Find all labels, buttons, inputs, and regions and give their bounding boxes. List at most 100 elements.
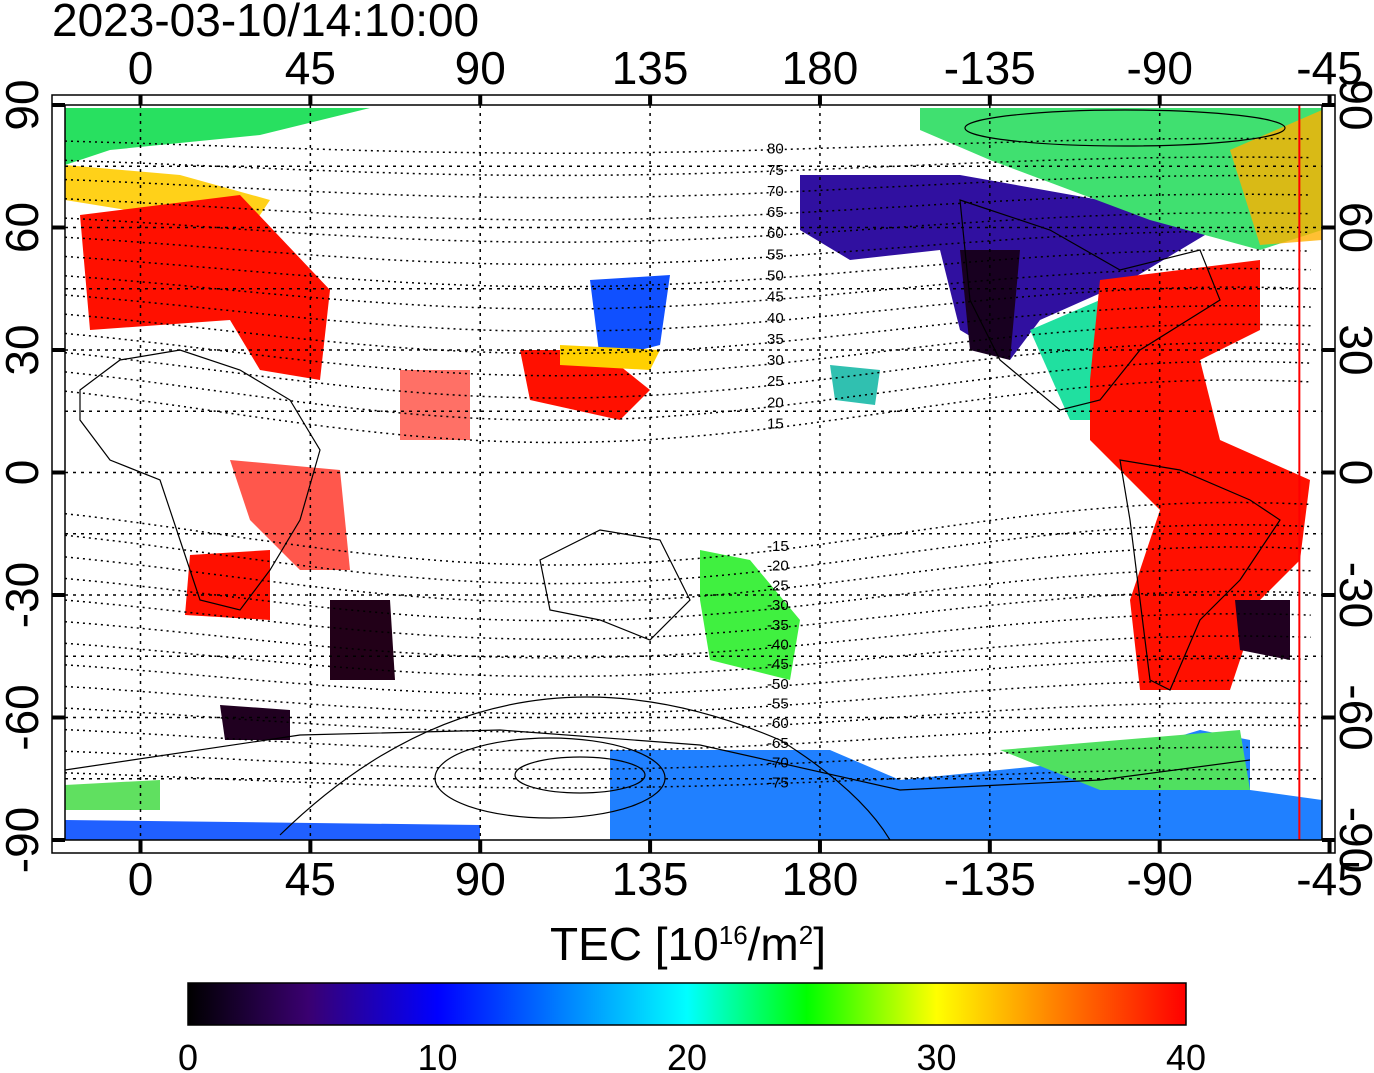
magnetic-latitude-contour <box>65 501 1311 566</box>
frame-tick <box>987 840 992 853</box>
frame-tick <box>308 95 313 105</box>
magnetic-latitude-contour <box>65 174 1311 199</box>
lon-tick-label-top: 45 <box>285 42 336 94</box>
colorbar-label-unit: /m <box>748 918 799 970</box>
magnetic-latitude-label: 45 <box>767 289 784 306</box>
frame-tick <box>817 95 822 105</box>
magnetic-latitude-label: 30 <box>767 352 784 369</box>
frame-tick <box>138 95 143 105</box>
magnetic-latitude-label: -15 <box>767 538 789 555</box>
lat-tick-label-right: -30 <box>1330 562 1374 628</box>
frame-tick <box>817 840 822 853</box>
magnetic-latitude-contour <box>65 286 1311 332</box>
frame-tick <box>987 95 992 105</box>
frame-tick <box>1327 95 1332 105</box>
magnetic-latitude-label: 70 <box>767 183 784 200</box>
colorbar <box>187 982 1187 1026</box>
frame-tick <box>1322 838 1335 842</box>
magnetic-latitude-label: 40 <box>767 310 784 327</box>
magnetic-latitude-label: 25 <box>767 373 784 390</box>
frame-tick <box>1327 840 1332 853</box>
south-pole-contour-outer <box>434 737 666 819</box>
frame-tick <box>1322 715 1335 720</box>
magnetic-latitude-contour <box>65 590 1311 641</box>
magnetic-latitude-label: -25 <box>767 577 789 594</box>
magnetic-latitude-contour <box>65 230 1311 266</box>
magnetic-latitude-contour <box>65 360 1311 421</box>
magnetic-latitude-label: 60 <box>767 225 784 242</box>
magnetic-latitude-contour <box>65 568 1311 622</box>
colorbar-label-main: TEC [10 <box>550 918 719 970</box>
lon-axis-bottom: 0 45 90 135 180 -135 -90 -45 <box>128 853 1363 905</box>
magnetic-latitude-contour <box>65 746 1311 771</box>
magnetic-latitude-contour <box>65 768 1311 789</box>
magnetic-latitude-label: -35 <box>767 617 789 634</box>
magnetic-latitude-contour <box>65 657 1311 696</box>
lon-tick-label-top: -90 <box>1126 42 1192 94</box>
lat-tick-label-right: 30 <box>1330 324 1374 375</box>
magnetic-latitude-contour <box>65 546 1311 603</box>
frame-tick <box>1322 593 1335 597</box>
lat-tick-label-right: 90 <box>1330 79 1374 130</box>
frame-tick <box>1322 470 1335 475</box>
lat-tick-label-left: -60 <box>0 684 48 750</box>
colorbar-tick-label: 40 <box>1166 1037 1206 1073</box>
magnetic-latitude-label: 55 <box>767 246 784 263</box>
frame-tick <box>52 103 65 107</box>
magnetic-latitude-label: 75 <box>767 162 784 179</box>
magnetic-latitude-label: -50 <box>767 676 789 693</box>
grid-lines <box>65 105 1322 840</box>
tec-data-overlay <box>65 108 1322 840</box>
magnetic-latitude-label: -60 <box>767 715 789 732</box>
magnetic-latitude-label: -75 <box>767 774 789 791</box>
frame-tick <box>1322 225 1335 230</box>
frame-tick <box>52 225 65 230</box>
magnetic-latitude-label: -65 <box>767 735 789 752</box>
map-title: 2023-03-10/14:10:00 <box>52 0 479 46</box>
frame-tick <box>1322 348 1335 352</box>
magnetic-latitude-label: 50 <box>767 268 784 285</box>
lat-axis-left: 90 60 30 0 -30 -60 -90 <box>0 79 48 873</box>
lon-tick-label-top: 0 <box>128 42 154 94</box>
magnetic-latitude-contour <box>65 193 1311 221</box>
frame-tick <box>648 840 653 853</box>
frame-tick <box>308 840 313 853</box>
magnetic-latitude-label: 80 <box>767 141 784 158</box>
frame-tick <box>478 95 483 105</box>
magnetic-latitude-contour <box>65 304 1311 355</box>
colorbar-label-end: ] <box>813 918 826 970</box>
magnetic-latitude-contour <box>65 635 1311 678</box>
frame-tick <box>52 838 65 842</box>
lat-tick-label-left: 60 <box>0 202 48 253</box>
magnetic-latitude-contour <box>65 323 1311 377</box>
colorbar-label-exponent: 16 <box>719 920 748 950</box>
magnetic-latitude-contours <box>65 137 1311 789</box>
frame-tick <box>138 840 143 853</box>
lat-tick-label-right: 60 <box>1330 202 1374 253</box>
colorbar-tick-label: 20 <box>667 1037 707 1073</box>
frame-tick <box>1322 103 1335 107</box>
magnetic-latitude-contour <box>65 613 1311 659</box>
frame-tick <box>52 715 65 720</box>
magnetic-latitude-label: -45 <box>767 656 789 673</box>
lat-tick-label-left: -30 <box>0 562 48 628</box>
frame-tick <box>478 840 483 853</box>
magnetic-latitude-labels: 80 75 70 65 60 55 50 45 40 35 30 25 20 15 -15 -20 -25 -30… <box>767 141 789 792</box>
colorbar-label-unit-exponent: 2 <box>799 920 813 950</box>
frame-tick <box>52 348 65 352</box>
south-pole-contour-wide <box>279 696 891 840</box>
lon-tick-label-top: 180 <box>782 42 859 94</box>
lon-tick-label-bottom: -45 <box>1296 853 1362 905</box>
lon-tick-label-bottom: -135 <box>944 853 1036 905</box>
magnetic-latitude-label: 65 <box>767 204 784 221</box>
magnetic-latitude-contour <box>65 212 1311 243</box>
frame-tick <box>52 470 65 475</box>
lon-tick-label-top: -45 <box>1296 42 1362 94</box>
magnetic-latitude-contour <box>65 379 1311 444</box>
magnetic-latitude-contour <box>65 724 1311 752</box>
frame-tick <box>1157 95 1162 105</box>
magnetic-latitude-contour <box>65 137 1311 154</box>
lon-axis-top: 0 45 90 135 180 -135 -90 -45 <box>128 42 1363 94</box>
lon-tick-label-top: 135 <box>612 42 689 94</box>
